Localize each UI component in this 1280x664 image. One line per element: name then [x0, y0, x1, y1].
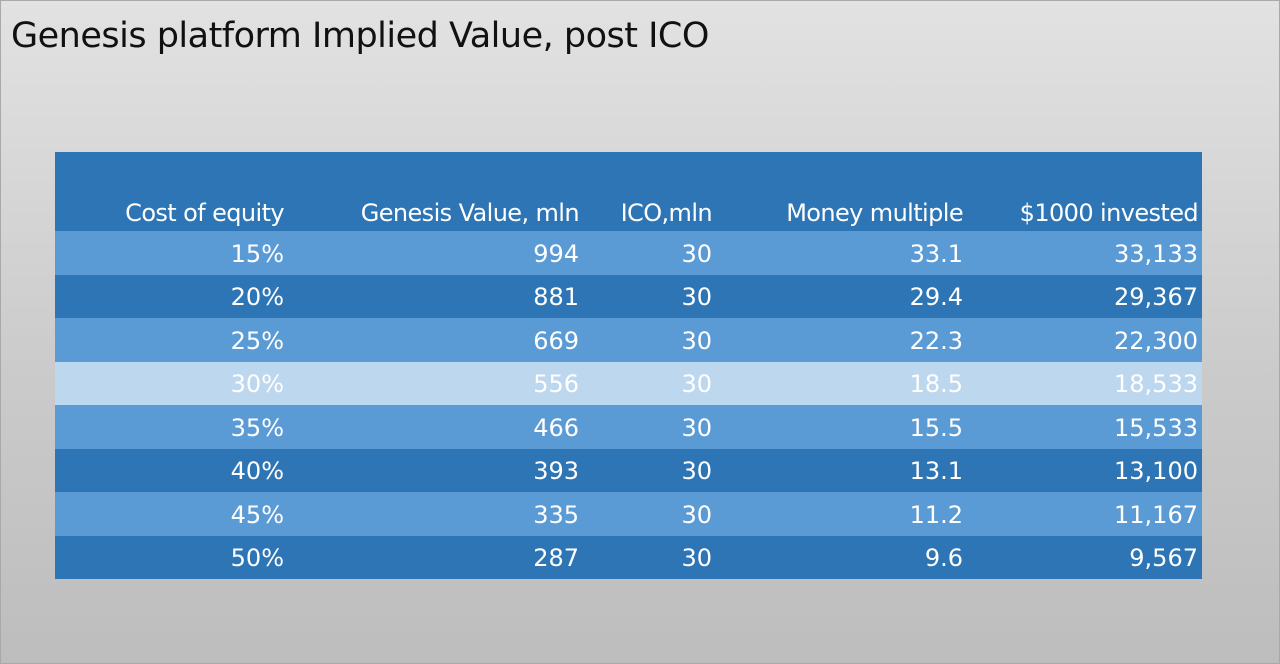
header-ico: ICO,mln [620, 199, 713, 227]
table-body: 15% 994 30 33.1 33,133 20% 881 30 29.4 29,367 25% 6… [55, 231, 1202, 579]
cell-cost-of-equity: 45% [230, 500, 284, 529]
cell-1000-invested: 9,567 [1129, 544, 1198, 573]
header-cost-of-equity: Cost of equity [125, 199, 284, 227]
cell-genesis-value: 287 [533, 544, 579, 573]
table-row: 30% 556 30 18.5 18,533 [55, 361, 1202, 405]
cell-genesis-value: 393 [533, 457, 579, 486]
cell-1000-invested: 22,300 [1114, 326, 1198, 355]
table-row: 20% 881 30 29.4 29,367 [55, 274, 1202, 318]
header-1000-invested: $1000 invested [1019, 199, 1199, 227]
table-row: 25% 669 30 22.3 22,300 [55, 318, 1202, 362]
cell-1000-invested: 11,167 [1114, 500, 1198, 529]
cell-1000-invested: 18,533 [1114, 370, 1198, 399]
cell-1000-invested: 15,533 [1114, 413, 1198, 442]
cell-genesis-value: 556 [533, 370, 579, 399]
cell-cost-of-equity: 20% [230, 283, 284, 312]
cell-money-multiple: 11.2 [909, 500, 963, 529]
cell-cost-of-equity: 50% [230, 544, 284, 573]
valuation-table-container: Cost of equity Genesis Value, mln ICO,ml… [55, 152, 1202, 579]
cell-money-multiple: 13.1 [909, 457, 963, 486]
cell-ico: 30 [681, 413, 712, 442]
cell-money-multiple: 15.5 [909, 413, 963, 442]
cell-1000-invested: 33,133 [1114, 239, 1198, 268]
cell-genesis-value: 669 [533, 326, 579, 355]
cell-cost-of-equity: 30% [230, 370, 284, 399]
cell-ico: 30 [681, 457, 712, 486]
cell-money-multiple: 9.6 [924, 544, 963, 573]
cell-money-multiple: 18.5 [909, 370, 963, 399]
slide-title: Genesis platform Implied Value, post ICO [11, 16, 709, 56]
cell-genesis-value: 881 [533, 283, 579, 312]
cell-ico: 30 [681, 544, 712, 573]
cell-cost-of-equity: 35% [230, 413, 284, 442]
table-row: 45% 335 30 11.2 11,167 [55, 492, 1202, 536]
cell-ico: 30 [681, 326, 712, 355]
cell-cost-of-equity: 40% [230, 457, 284, 486]
cell-1000-invested: 13,100 [1114, 457, 1198, 486]
cell-money-multiple: 33.1 [909, 239, 963, 268]
cell-money-multiple: 22.3 [909, 326, 963, 355]
cell-ico: 30 [681, 370, 712, 399]
cell-1000-invested: 29,367 [1114, 283, 1198, 312]
table-row: 50% 287 30 9.6 9,567 [55, 535, 1202, 579]
cell-cost-of-equity: 15% [230, 239, 284, 268]
cell-ico: 30 [681, 283, 712, 312]
table-header-row: Cost of equity Genesis Value, mln ICO,ml… [55, 152, 1202, 231]
cell-genesis-value: 335 [533, 500, 579, 529]
table-row: 35% 466 30 15.5 15,533 [55, 405, 1202, 449]
cell-ico: 30 [681, 500, 712, 529]
cell-cost-of-equity: 25% [230, 326, 284, 355]
table-row: 15% 994 30 33.1 33,133 [55, 231, 1202, 275]
header-genesis-value: Genesis Value, mln [360, 199, 580, 227]
header-money-multiple: Money multiple [786, 199, 963, 227]
cell-genesis-value: 466 [533, 413, 579, 442]
cell-genesis-value: 994 [533, 239, 579, 268]
cell-money-multiple: 29.4 [909, 283, 963, 312]
cell-ico: 30 [681, 239, 712, 268]
table-row: 40% 393 30 13.1 13,100 [55, 448, 1202, 492]
valuation-table: Cost of equity Genesis Value, mln ICO,ml… [55, 152, 1202, 579]
